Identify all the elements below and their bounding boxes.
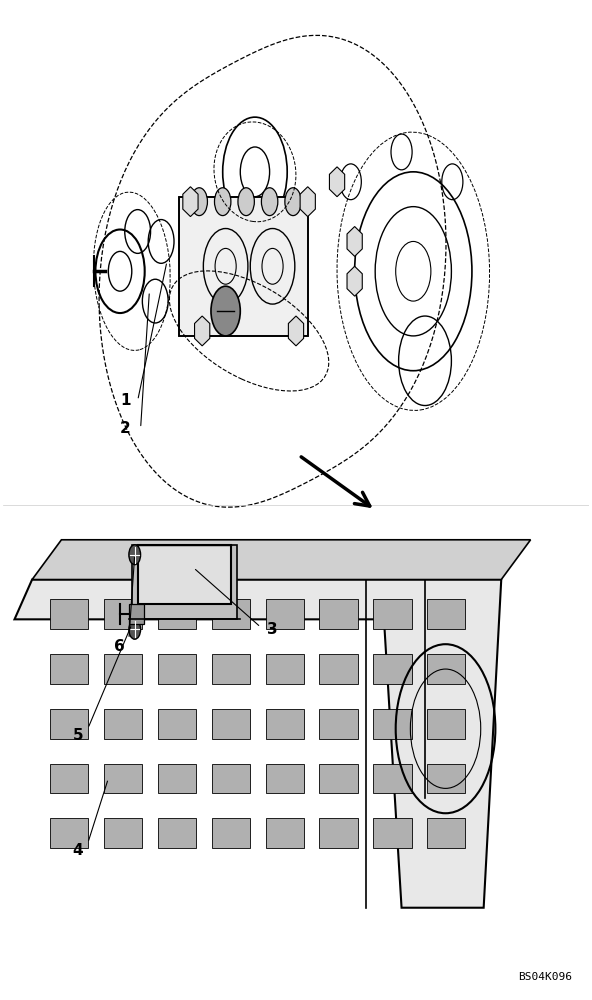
FancyBboxPatch shape — [50, 709, 88, 739]
FancyBboxPatch shape — [265, 599, 304, 629]
Polygon shape — [300, 187, 316, 217]
FancyBboxPatch shape — [211, 764, 250, 793]
FancyBboxPatch shape — [427, 654, 465, 684]
FancyBboxPatch shape — [374, 818, 411, 848]
Polygon shape — [329, 167, 345, 197]
Polygon shape — [288, 316, 304, 346]
Polygon shape — [347, 266, 362, 296]
FancyBboxPatch shape — [157, 709, 196, 739]
FancyBboxPatch shape — [104, 654, 141, 684]
FancyBboxPatch shape — [265, 709, 304, 739]
Circle shape — [129, 619, 140, 639]
FancyBboxPatch shape — [104, 599, 141, 629]
FancyBboxPatch shape — [374, 654, 411, 684]
FancyBboxPatch shape — [157, 818, 196, 848]
FancyBboxPatch shape — [138, 545, 231, 604]
FancyBboxPatch shape — [50, 764, 88, 793]
FancyBboxPatch shape — [157, 599, 196, 629]
FancyBboxPatch shape — [320, 599, 358, 629]
FancyBboxPatch shape — [179, 197, 308, 336]
FancyBboxPatch shape — [157, 764, 196, 793]
FancyBboxPatch shape — [374, 709, 411, 739]
Polygon shape — [195, 316, 210, 346]
Text: BS04K096: BS04K096 — [517, 972, 572, 982]
FancyBboxPatch shape — [104, 764, 141, 793]
Text: 3: 3 — [266, 622, 277, 637]
FancyBboxPatch shape — [132, 545, 237, 619]
Circle shape — [262, 188, 278, 216]
Circle shape — [214, 188, 231, 216]
FancyBboxPatch shape — [320, 654, 358, 684]
FancyBboxPatch shape — [50, 599, 88, 629]
FancyBboxPatch shape — [211, 599, 250, 629]
FancyBboxPatch shape — [211, 818, 250, 848]
Text: 2: 2 — [120, 421, 131, 436]
Circle shape — [285, 188, 301, 216]
FancyBboxPatch shape — [265, 764, 304, 793]
Polygon shape — [15, 580, 501, 908]
FancyBboxPatch shape — [129, 604, 143, 624]
FancyBboxPatch shape — [320, 764, 358, 793]
FancyBboxPatch shape — [157, 654, 196, 684]
FancyBboxPatch shape — [320, 709, 358, 739]
Text: 1: 1 — [120, 393, 131, 408]
Circle shape — [191, 188, 207, 216]
FancyBboxPatch shape — [211, 654, 250, 684]
FancyBboxPatch shape — [374, 599, 411, 629]
FancyBboxPatch shape — [211, 709, 250, 739]
Circle shape — [211, 286, 240, 336]
Text: 4: 4 — [72, 843, 83, 858]
Polygon shape — [347, 227, 362, 256]
Text: 5: 5 — [72, 728, 83, 743]
FancyBboxPatch shape — [104, 709, 141, 739]
FancyBboxPatch shape — [427, 709, 465, 739]
FancyBboxPatch shape — [427, 599, 465, 629]
FancyBboxPatch shape — [374, 764, 411, 793]
FancyBboxPatch shape — [50, 818, 88, 848]
FancyBboxPatch shape — [320, 818, 358, 848]
FancyBboxPatch shape — [50, 654, 88, 684]
Polygon shape — [32, 540, 530, 580]
FancyBboxPatch shape — [265, 654, 304, 684]
Text: 6: 6 — [114, 639, 125, 654]
FancyBboxPatch shape — [427, 818, 465, 848]
Circle shape — [238, 188, 255, 216]
FancyBboxPatch shape — [427, 764, 465, 793]
Circle shape — [129, 545, 140, 565]
FancyBboxPatch shape — [104, 818, 141, 848]
Polygon shape — [183, 187, 198, 217]
FancyBboxPatch shape — [265, 818, 304, 848]
